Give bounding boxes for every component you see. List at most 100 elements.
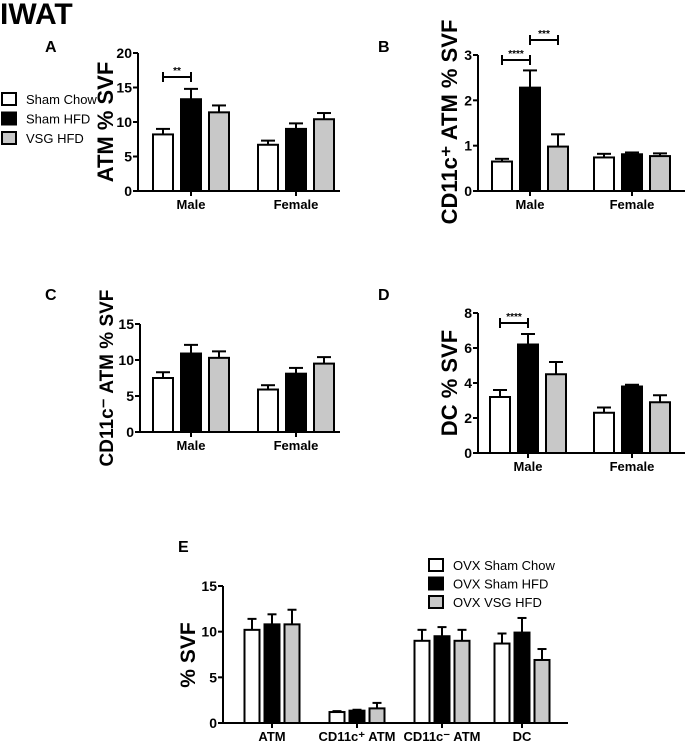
bar-A-0-0 bbox=[152, 133, 174, 192]
bar-E-2-0 bbox=[413, 639, 431, 724]
y-tick-label: 5 bbox=[126, 388, 134, 404]
x-tick-label: CD11c⁺ ATM bbox=[319, 729, 396, 744]
y-axis-label: CD11c⁺ ATM % SVF bbox=[437, 20, 462, 225]
bar-E-0-2 bbox=[283, 623, 301, 724]
bar-E-2-2 bbox=[453, 639, 471, 724]
y-tick-label: 4 bbox=[464, 375, 472, 391]
bar-E-0-0 bbox=[243, 628, 261, 725]
y-tick-label: 8 bbox=[464, 305, 472, 321]
y-tick-label: 0 bbox=[464, 445, 472, 461]
bar-E-3-1 bbox=[513, 631, 531, 725]
x-tick-label: Male bbox=[514, 459, 543, 474]
x-tick-label: Male bbox=[177, 438, 206, 453]
y-tick-label: 2 bbox=[464, 92, 472, 108]
y-tick-label: 15 bbox=[116, 80, 132, 96]
significance-label: **** bbox=[506, 312, 522, 323]
bar-B-1-1 bbox=[621, 153, 643, 192]
bar-D-1-1 bbox=[621, 385, 643, 454]
legend-swatch bbox=[1, 111, 17, 126]
bar-E-1-2 bbox=[368, 707, 386, 724]
bar-C-0-2 bbox=[208, 356, 230, 433]
figure-title: IWAT bbox=[0, 0, 73, 31]
bar-B-0-2 bbox=[547, 145, 569, 192]
bar-A-0-1 bbox=[180, 98, 202, 192]
panel-label: E bbox=[178, 539, 189, 556]
chart-panel-E: E 0 5 10 15 % SVF ATM CD11c⁺ ATM CD11c⁻ ATM DC bbox=[177, 539, 568, 744]
x-tick-label: ATM bbox=[258, 729, 285, 744]
legend-e: OVX Sham Chow OVX Sham HFD OVX VSG HFD bbox=[428, 558, 555, 610]
significance-label: ** bbox=[173, 66, 181, 77]
y-tick-label: 0 bbox=[464, 183, 472, 199]
significance-label: **** bbox=[508, 49, 524, 60]
x-tick-label: CD11c⁻ ATM bbox=[404, 729, 481, 744]
legend-label: Sham HFD bbox=[26, 112, 90, 127]
x-tick-label: Female bbox=[274, 438, 319, 453]
y-tick-label: 20 bbox=[116, 45, 132, 61]
y-axis-label: % SVF bbox=[177, 622, 200, 688]
y-tick-label: 0 bbox=[209, 715, 217, 731]
y-tick-label: 15 bbox=[118, 316, 134, 332]
y-axis-label: CD11c⁻ ATM % SVF bbox=[97, 290, 118, 467]
x-tick-label: Male bbox=[177, 197, 206, 212]
legend-label: OVX Sham Chow bbox=[453, 558, 555, 573]
legend-swatch bbox=[428, 576, 444, 591]
legend-swatch bbox=[428, 558, 444, 572]
bar-B-1-0 bbox=[593, 156, 615, 193]
bar-D-0-1 bbox=[517, 343, 539, 454]
chart-panel-D: D 0 2 4 6 8DC % SVF Male Female **** bbox=[378, 287, 685, 474]
legend-label: Sham Chow bbox=[26, 92, 97, 107]
panel-label: C bbox=[45, 287, 57, 304]
bar-E-1-0 bbox=[328, 711, 346, 724]
bar-A-1-2 bbox=[313, 118, 335, 192]
x-tick-label: Female bbox=[274, 197, 319, 212]
y-tick-label: 10 bbox=[201, 624, 217, 640]
x-tick-label: DC bbox=[513, 729, 532, 744]
y-tick-label: 5 bbox=[209, 669, 217, 685]
panel-label: B bbox=[378, 39, 390, 56]
bar-C-1-1 bbox=[285, 372, 307, 433]
legend-swatch bbox=[428, 595, 444, 609]
bar-D-0-2 bbox=[545, 373, 567, 454]
bar-D-1-0 bbox=[593, 411, 615, 454]
legend-label: OVX VSG HFD bbox=[453, 595, 542, 610]
x-tick-label: Female bbox=[610, 197, 655, 212]
bar-A-0-2 bbox=[208, 111, 230, 192]
bar-B-0-0 bbox=[491, 160, 513, 193]
bar-E-3-0 bbox=[493, 642, 511, 724]
y-tick-label: 0 bbox=[124, 183, 132, 199]
y-tick-label: 15 bbox=[201, 578, 217, 594]
bar-B-1-2 bbox=[649, 155, 671, 193]
y-tick-label: 6 bbox=[464, 340, 472, 356]
bar-E-1-1 bbox=[348, 709, 366, 724]
y-axis-label: DC % SVF bbox=[437, 330, 462, 436]
bar-D-0-0 bbox=[489, 396, 511, 454]
y-tick-label: 2 bbox=[464, 410, 472, 426]
bar-E-0-1 bbox=[263, 623, 281, 724]
y-tick-label: 3 bbox=[464, 47, 472, 63]
bar-C-0-1 bbox=[180, 352, 202, 433]
bar-A-1-0 bbox=[257, 143, 279, 193]
bar-D-1-2 bbox=[649, 401, 671, 454]
legend-label: VSG HFD bbox=[26, 131, 84, 146]
y-axis-label: ATM % SVF bbox=[93, 62, 118, 183]
legend-swatch bbox=[1, 131, 17, 145]
bar-B-0-1 bbox=[519, 86, 541, 192]
y-tick-label: 1 bbox=[464, 138, 472, 154]
legend-label: OVX Sham HFD bbox=[453, 577, 548, 592]
legend-top: Sham Chow Sham HFD VSG HFD bbox=[1, 92, 97, 146]
y-tick-label: 5 bbox=[124, 149, 132, 165]
x-tick-label: Female bbox=[610, 459, 655, 474]
bar-E-3-2 bbox=[533, 658, 551, 724]
y-tick-label: 10 bbox=[118, 352, 134, 368]
bar-C-0-0 bbox=[152, 377, 174, 433]
bar-C-1-0 bbox=[257, 388, 279, 433]
bar-E-2-1 bbox=[433, 635, 451, 725]
x-tick-label: Male bbox=[516, 197, 545, 212]
significance-label: *** bbox=[538, 29, 550, 40]
legend-swatch bbox=[1, 92, 17, 106]
panel-label: A bbox=[45, 39, 57, 56]
